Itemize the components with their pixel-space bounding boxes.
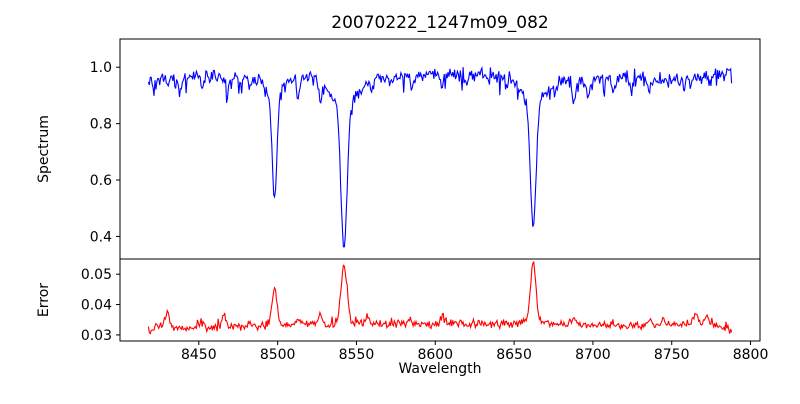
axis-tick-marks xyxy=(116,66,752,345)
spectrum-y-axis-label: Spectrum xyxy=(36,115,52,183)
error-line xyxy=(147,260,733,335)
x-tick-label: 8500 xyxy=(260,347,296,363)
spectrum-panel-frame xyxy=(119,38,761,260)
spectrum-y-tick-label: 0.8 xyxy=(90,117,112,133)
x-axis-label: Wavelength xyxy=(398,361,481,377)
figure-title: 20070222_1247m09_082 xyxy=(331,13,548,33)
x-tick-label: 8650 xyxy=(496,347,532,363)
axes-frames xyxy=(119,38,761,342)
x-tick-label: 8550 xyxy=(339,347,375,363)
x-tick-label: 8800 xyxy=(733,347,769,363)
spectrum-y-tick-label: 0.6 xyxy=(90,173,112,189)
x-tick-label: 8700 xyxy=(575,347,611,363)
error-y-tick-label: 0.05 xyxy=(81,267,112,283)
error-y-tick-label: 0.03 xyxy=(81,328,112,344)
spectrum-y-tick-label: 1.0 xyxy=(90,60,112,76)
axis-tick-labels: 8450 8500 8550 8600 8650 8700 8750 8800 0.4 0.6 0.… xyxy=(81,60,769,363)
error-y-tick-label: 0.04 xyxy=(81,298,112,314)
x-tick-label: 8450 xyxy=(181,347,217,363)
plot-lines xyxy=(147,65,733,335)
x-tick-label: 8600 xyxy=(417,347,453,363)
spectrum-y-tick-label: 0.4 xyxy=(90,229,112,245)
error-y-axis-label: Error xyxy=(36,283,52,317)
error-panel-frame xyxy=(119,258,761,342)
spectrum-line xyxy=(147,65,733,248)
x-tick-label: 8750 xyxy=(654,347,690,363)
